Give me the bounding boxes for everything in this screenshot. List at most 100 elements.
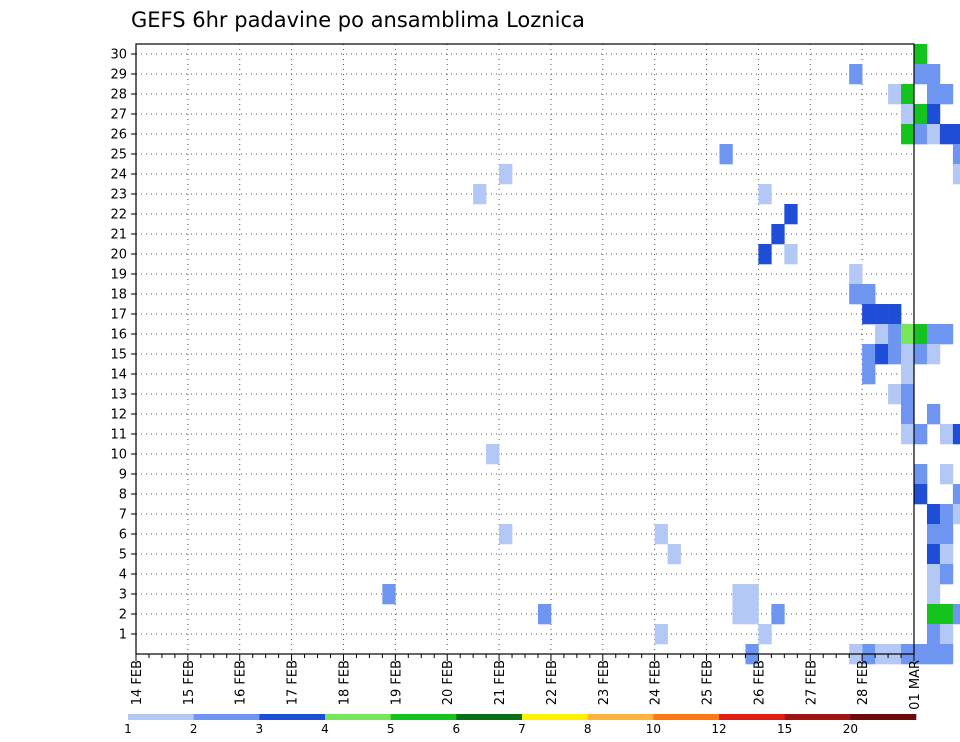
heatmap-cell [939, 564, 954, 585]
y-tick-label: 24 [110, 168, 127, 183]
colorbar-label: 6 [453, 722, 461, 736]
x-tick-label: 24 FEB [649, 660, 664, 705]
heatmap-cell [952, 484, 960, 505]
colorbar-swatch [128, 714, 194, 720]
heatmap-cell [914, 344, 928, 365]
y-tick-label: 27 [110, 108, 127, 123]
heatmap-cell [939, 464, 954, 485]
heatmap-cell [784, 204, 798, 225]
colorbar-swatch [522, 714, 588, 720]
heatmap-cell [939, 324, 954, 345]
y-tick-label: 19 [110, 268, 127, 283]
heatmap-cell [952, 144, 960, 165]
heatmap-cell [939, 124, 954, 145]
heatmap-cell [914, 464, 928, 485]
colorbar-label: 3 [256, 722, 264, 736]
heatmap-cell [849, 284, 863, 305]
heatmap-cell [901, 364, 915, 385]
heatmap-cell [667, 544, 681, 565]
y-tick-label: 12 [110, 408, 127, 423]
colorbar-swatch [259, 714, 326, 720]
colorbar-swatch [325, 714, 391, 720]
colorbar-swatch [456, 714, 523, 720]
heatmap-cell [926, 104, 941, 125]
heatmap-cell [914, 484, 928, 505]
y-tick-label: 16 [110, 328, 127, 343]
x-tick-label: 19 FEB [389, 660, 404, 705]
y-tick-label: 29 [110, 68, 127, 83]
heatmap-cell [486, 444, 500, 465]
x-tick-label: 27 FEB [804, 660, 819, 705]
heatmap-cell [926, 644, 941, 665]
heatmap-cell [939, 544, 954, 565]
colorbar-swatch [850, 714, 917, 720]
heatmap-cell [888, 84, 902, 105]
colorbar-label: 7 [518, 722, 526, 736]
heatmap-cell [926, 564, 941, 585]
heatmap-cell [939, 604, 954, 625]
heatmap-cell [784, 244, 798, 265]
heatmap-cell [901, 424, 915, 445]
heatmap-cell [473, 184, 487, 205]
x-tick-label: 15 FEB [182, 660, 197, 705]
y-tick-label: 15 [110, 348, 127, 363]
heatmap-cell [862, 284, 876, 305]
colorbar: 1 2 3 4 5 6 7 8 10 12 15 20 [124, 714, 917, 736]
y-tick-label: 1 [119, 628, 127, 643]
y-tick-label: 2 [119, 608, 127, 623]
heatmap-cell [926, 584, 941, 605]
heatmap-cell [939, 644, 954, 665]
y-tick-label: 9 [119, 468, 127, 483]
y-tick-label: 5 [119, 548, 127, 563]
heatmap-cell [654, 524, 668, 545]
x-tick-label: 14 FEB [130, 660, 145, 705]
heatmap-cell [732, 584, 746, 605]
heatmap-cell [901, 324, 915, 345]
heatmap-cell [952, 504, 960, 525]
colorbar-label: 20 [843, 722, 858, 736]
y-tick-label: 28 [110, 88, 127, 103]
colorbar-label: 5 [387, 722, 395, 736]
colorbar-label: 4 [321, 722, 329, 736]
heatmap-cell [382, 584, 396, 605]
colorbar-swatch [653, 714, 720, 720]
heatmap-cell [952, 604, 960, 625]
heatmap-cell [537, 604, 552, 625]
y-tick-label: 26 [110, 128, 127, 143]
y-tick-label: 20 [110, 248, 127, 263]
heatmap-cell [888, 384, 902, 405]
y-tick-label: 25 [110, 148, 127, 163]
heatmap-cell [914, 64, 928, 85]
heatmap-cell [939, 504, 954, 525]
heatmap-cell [952, 124, 960, 145]
colorbar-swatch [193, 714, 260, 720]
colorbar-swatch [719, 714, 785, 720]
heatmap-cell [849, 264, 863, 285]
heatmap-cell [952, 164, 960, 185]
y-tick-label: 18 [110, 288, 127, 303]
heatmap-cell [926, 404, 941, 425]
heatmap-cell [862, 364, 876, 385]
heatmap-cell [499, 164, 513, 185]
heatmap-cell [654, 624, 668, 645]
y-tick-label: 30 [110, 48, 127, 63]
heatmap-cell [771, 604, 785, 625]
heatmap-cell [914, 104, 928, 125]
x-tick-label: 21 FEB [493, 660, 508, 705]
heatmap-cell [939, 524, 954, 545]
heatmap-cell [926, 124, 941, 145]
colorbar-label: 2 [190, 722, 198, 736]
colorbar-label: 10 [646, 722, 661, 736]
y-tick-label: 6 [119, 528, 127, 543]
colorbar-swatch [390, 714, 457, 720]
y-tick-label: 7 [119, 508, 127, 523]
heatmap-cell [758, 624, 772, 645]
heatmap-cell [875, 304, 889, 325]
x-tick-label: 26 FEB [752, 660, 767, 705]
heatmap-cell [771, 224, 785, 245]
y-tick-label: 8 [119, 488, 127, 503]
heatmap-cell [926, 324, 941, 345]
x-tick-label: 22 FEB [545, 660, 560, 705]
heatmap-cell [914, 324, 928, 345]
heatmap-cell [849, 64, 863, 85]
